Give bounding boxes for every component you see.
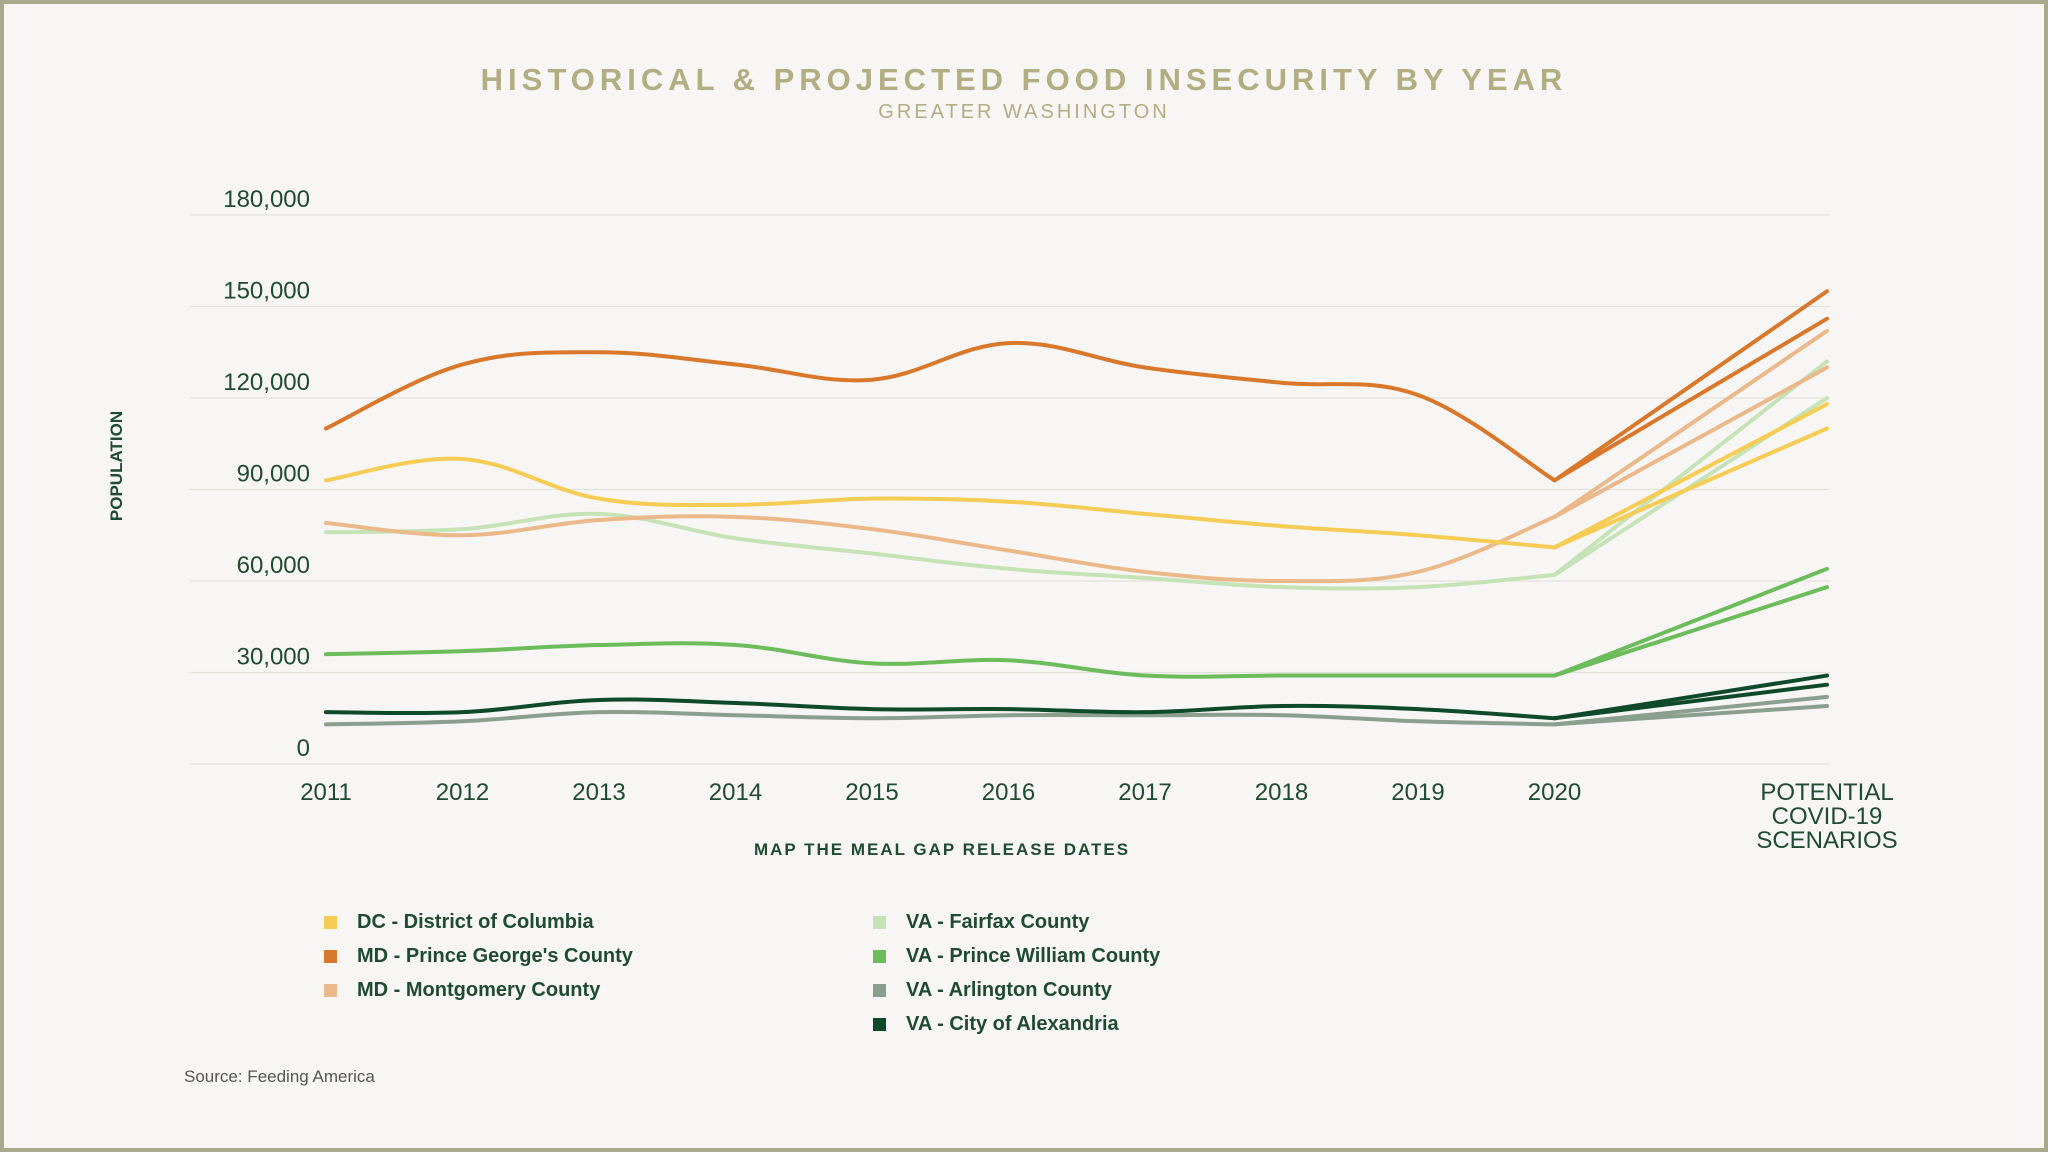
scenario-line-md-montgomery-county-1	[1552, 328, 1829, 519]
legend-label: VA - Prince William County	[906, 944, 1161, 967]
legend-item: VA - Arlington County	[873, 973, 1160, 1007]
legend-label: DC - District of Columbia	[357, 910, 594, 933]
x-tick-label-scenario: POTENTIAL	[1760, 779, 1893, 806]
legend-item: MD - Montgomery County	[324, 973, 633, 1007]
source-note: Source: Feeding America	[184, 1067, 375, 1086]
legend-swatch	[873, 1017, 886, 1031]
legend-swatch	[873, 915, 886, 929]
series-line-va-arlington-county	[324, 709, 1557, 727]
series-line-md-montgomery-county	[324, 514, 1557, 584]
scenario-line-md-prince-george-s-county-2	[1552, 316, 1829, 483]
legend-label: VA - City of Alexandria	[906, 1012, 1119, 1035]
x-tick-label: 2018	[1255, 779, 1308, 806]
legend-item: VA - City of Alexandria	[873, 1007, 1160, 1041]
x-tick-label-scenario: COVID-19	[1772, 803, 1883, 830]
scenario-line-va-city-of-alexandria-2	[1552, 682, 1829, 721]
legend-label: MD - Prince George's County	[357, 944, 633, 967]
x-tick-label: 2016	[982, 779, 1035, 806]
legend-swatch	[324, 983, 337, 997]
legend-label: VA - Arlington County	[906, 978, 1112, 1001]
y-tick-label: 180,000	[223, 186, 310, 213]
x-tick-label: 2020	[1528, 779, 1581, 806]
scenario-line-va-arlington-county-2	[1552, 704, 1829, 727]
legend-label: VA - Fairfax County	[906, 910, 1090, 933]
x-axis-ticks: 2011 2012 2013 2014 2015 2016 2017 2018 2019 2020…	[300, 779, 1897, 854]
scenario-line-va-prince-william-county-2	[1552, 585, 1829, 678]
series-line-va-prince-william-county	[324, 641, 1557, 679]
series-line-md-prince-george-s-county	[324, 340, 1557, 483]
legend-item: MD - Prince George's County	[324, 939, 633, 973]
x-tick-label: 2017	[1118, 779, 1171, 806]
y-tick-label: 90,000	[237, 461, 310, 488]
series-line-va-fairfax-county	[324, 511, 1557, 591]
legend-label: MD - Montgomery County	[357, 978, 601, 1001]
chart-title: HISTORICAL & PROJECTED FOOD INSECURITY B…	[480, 62, 1568, 97]
x-tick-label: 2012	[436, 779, 489, 806]
y-tick-label: 150,000	[223, 278, 310, 305]
y-tick-label: 30,000	[237, 644, 310, 671]
y-tick-label: 60,000	[237, 552, 310, 579]
y-axis-ticks: 0 30,000 60,000 90,000 120,000 150,000 180,000	[223, 186, 310, 762]
chart-frame	[4, 4, 2044, 1148]
legend-swatch	[324, 915, 337, 929]
legend-swatch	[873, 949, 886, 963]
series-line-va-city-of-alexandria	[324, 697, 1557, 721]
scenario-line-dc-district-of-columbia-2	[1552, 426, 1829, 550]
x-tick-label: 2011	[300, 779, 352, 806]
legend-column-right: VA - Fairfax County VA - Prince William C…	[873, 905, 1160, 1041]
x-tick-label: 2019	[1391, 779, 1444, 806]
legend-swatch	[324, 949, 337, 963]
x-tick-label: 2015	[845, 779, 898, 806]
y-axis-title: POPULATION	[107, 411, 126, 521]
chart-subtitle: GREATER WASHINGTON	[878, 101, 1170, 123]
x-tick-label: 2013	[572, 779, 625, 806]
scenario-line-md-montgomery-county-2	[1552, 365, 1829, 519]
series-line-dc-district-of-columbia	[324, 456, 1557, 550]
legend-item: DC - District of Columbia	[324, 905, 633, 939]
x-axis-title: MAP THE MEAL GAP RELEASE DATES	[754, 840, 1130, 859]
x-tick-label: 2014	[709, 779, 762, 806]
y-tick-label: 0	[297, 735, 310, 762]
legend-item: VA - Fairfax County	[873, 905, 1160, 939]
scenario-line-va-prince-william-county-1	[1552, 566, 1829, 678]
legend-swatch	[873, 983, 886, 997]
series-lines	[324, 289, 1829, 727]
legend-item: VA - Prince William County	[873, 939, 1160, 973]
legend-column-left: DC - District of Columbia MD - Prince Geo…	[324, 905, 633, 1007]
x-tick-label-scenario: SCENARIOS	[1756, 827, 1897, 854]
scenario-line-va-fairfax-county-1	[1552, 359, 1829, 577]
gridlines	[190, 214, 1830, 765]
scenario-line-dc-district-of-columbia-1	[1552, 402, 1829, 550]
y-tick-label: 120,000	[223, 369, 310, 396]
scenario-line-md-prince-george-s-county-1	[1552, 289, 1829, 483]
